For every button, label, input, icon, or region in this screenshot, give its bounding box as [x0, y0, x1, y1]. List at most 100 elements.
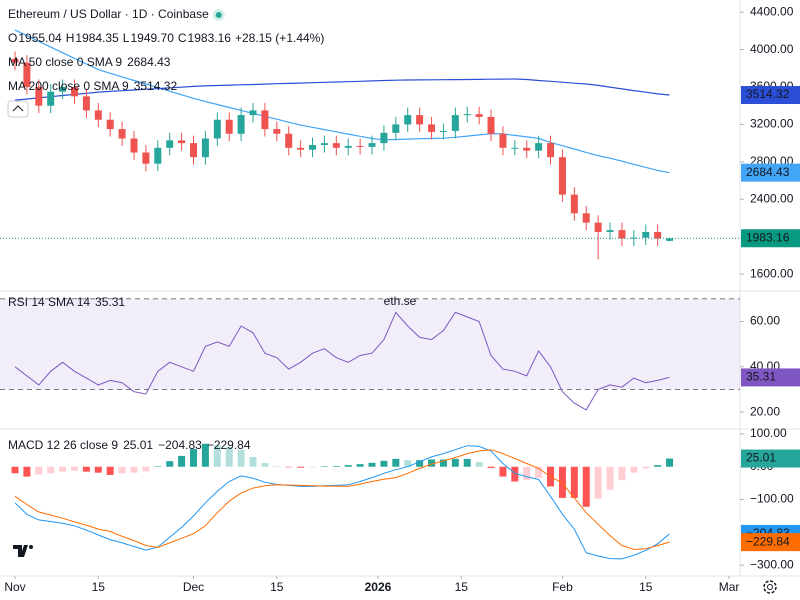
tv-logo [9, 536, 39, 566]
rsi-band [0, 298, 740, 390]
legend-text: +28.15 (+1.44%) [235, 31, 324, 45]
y-tick-label: 20.00 [750, 404, 780, 418]
rsi-line [14, 311, 670, 411]
candle-body [428, 124, 436, 132]
candle-body [356, 145, 364, 147]
histogram-bar [130, 466, 138, 473]
candle-body [499, 133, 507, 148]
histogram-bar [535, 466, 543, 478]
price-badge [741, 533, 800, 552]
candle-body [582, 213, 590, 223]
legend-text: L [123, 31, 130, 45]
candle-body [94, 110, 102, 120]
candle-body [225, 119, 233, 134]
collapse-button[interactable] [7, 100, 29, 118]
histogram-bar [618, 466, 626, 481]
histogram-bar [118, 466, 126, 474]
price-badge-label: 1983.16 [746, 230, 790, 244]
legend-text: 35.31 [95, 295, 125, 309]
candle-body [249, 110, 257, 116]
plot-layer: 1600.002400.002800.003200.003600.004000.… [0, 4, 800, 594]
x-tick-label: 15 [270, 580, 284, 594]
macd-line [14, 449, 670, 550]
x-tick-label: Feb [552, 580, 573, 594]
histogram-bar [451, 458, 459, 467]
logo-dot [29, 545, 33, 549]
x-tick-label: Mar [719, 580, 740, 594]
x-tick-label: 15 [92, 580, 106, 594]
x-tick-label: Nov [4, 580, 25, 594]
candle-body [201, 138, 209, 158]
candle-body [106, 119, 114, 130]
histogram-bar [499, 466, 507, 477]
gear [763, 580, 777, 594]
candle-body [666, 238, 674, 241]
histogram-bar [404, 460, 412, 467]
candle-body [380, 132, 388, 144]
moving-average [14, 29, 670, 174]
legend-text: MACD 12 26 close 9 [8, 438, 118, 452]
histogram-bar [154, 466, 162, 467]
macd-line [14, 445, 670, 560]
price-badge-label: 25.01 [746, 451, 776, 465]
y-tick-label: 100.00 [750, 426, 787, 440]
histogram-bar [654, 465, 662, 467]
candle-body [547, 143, 555, 158]
settings-icon[interactable] [763, 580, 777, 594]
histogram-bar [594, 466, 602, 499]
candle-body [23, 62, 31, 87]
candle-body [535, 143, 543, 151]
candle-body [642, 232, 650, 238]
histogram-bar [106, 466, 114, 475]
legend-text: 2684.43 [127, 55, 171, 69]
histogram-bar [225, 447, 233, 467]
candle-body [261, 110, 269, 130]
market-status-dot [215, 12, 222, 18]
histogram-bar [47, 466, 55, 474]
candle-body [618, 230, 626, 239]
y-tick-label: −100.00 [750, 492, 794, 506]
collapse-icon [12, 105, 24, 112]
price-badge [741, 163, 800, 182]
legend-text: 1955.04 [18, 31, 62, 45]
legend-text: −229.84 [207, 438, 251, 452]
y-tick-label: 4000.00 [750, 42, 794, 56]
legend-text: MA 50 close 0 SMA 9 [8, 55, 122, 69]
candle-body [297, 147, 305, 150]
logo-mark [13, 545, 28, 557]
candle-body [594, 222, 602, 232]
candle-body [606, 230, 614, 232]
candle-body [570, 194, 578, 214]
histogram-bar [309, 466, 317, 468]
y-tick-label: 2400.00 [750, 191, 794, 205]
histogram-bar [178, 455, 186, 467]
candle-body [142, 152, 150, 164]
y-tick-label: 4400.00 [750, 4, 794, 18]
candle-body [392, 124, 400, 133]
histogram-bar [356, 464, 364, 467]
candle-body [475, 114, 483, 117]
price-badge-label: 2684.43 [746, 165, 790, 179]
candle-body [273, 129, 281, 134]
candle-body [511, 147, 519, 149]
histogram-bar [570, 466, 578, 498]
candle-body [178, 140, 186, 144]
histogram-bar [475, 462, 483, 467]
histogram-bar [320, 466, 328, 467]
histogram-bar [463, 458, 471, 467]
legend-text: −204.83 [158, 438, 202, 452]
legend-text: Ethereum / US Dollar · 1D · Coinbase [8, 7, 209, 21]
candle-body [416, 115, 424, 125]
candle-body [213, 119, 221, 139]
histogram-bar [416, 460, 424, 467]
candle-body [154, 147, 162, 164]
legend-text: RSI 14 SMA 14 [8, 295, 90, 309]
candle-body [654, 232, 662, 239]
legend-text: 25.01 [123, 438, 153, 452]
y-tick-label: −300.00 [750, 557, 794, 571]
candle-body [332, 143, 340, 148]
histogram-bar [606, 466, 614, 490]
histogram-bar [630, 466, 638, 473]
x-tick-label: 15 [455, 580, 469, 594]
histogram-bar [523, 466, 531, 480]
